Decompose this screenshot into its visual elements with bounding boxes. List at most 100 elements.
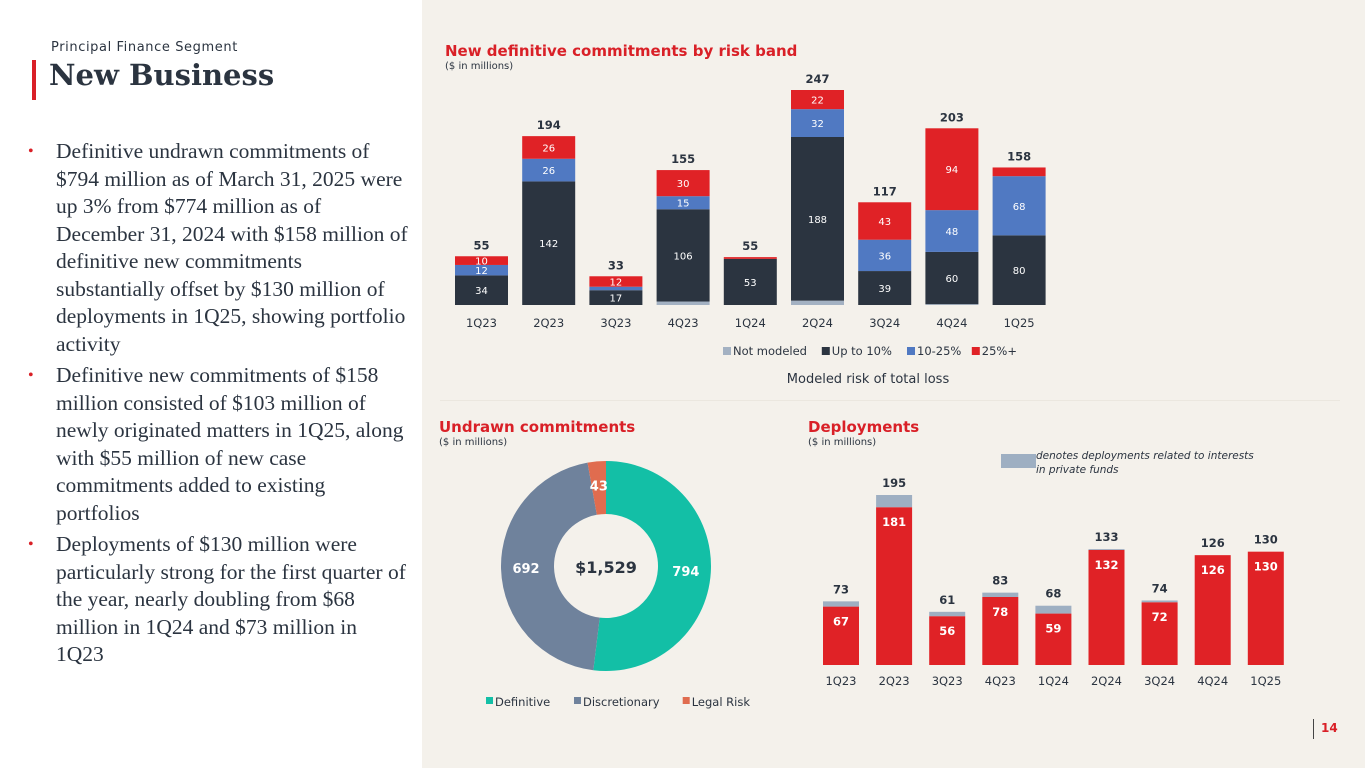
- bar-data-label: 17: [610, 294, 623, 305]
- bullet-item: • Definitive new commitments of $158 mill…: [28, 362, 408, 527]
- bar-data-label: 53: [744, 278, 757, 289]
- title-accent-bar: [32, 60, 36, 100]
- commitments-chart-title: New definitive commitments by risk band: [445, 42, 798, 60]
- bar-data-label: 142: [539, 239, 558, 250]
- legend-swatch: [907, 347, 915, 355]
- x-tick-label: 3Q23: [932, 674, 963, 688]
- x-tick-label: 1Q25: [1004, 316, 1035, 330]
- legend-label: Up to 10%: [832, 344, 892, 358]
- bar-segment-25-: [522, 136, 576, 159]
- bar-segment-25-: [791, 90, 844, 110]
- bar-data-label: 32: [811, 119, 824, 130]
- bar-total-label: 74: [1152, 581, 1168, 595]
- bar-segment-deployments: [1088, 549, 1125, 665]
- bar-data-label: 132: [1094, 558, 1118, 572]
- page-number-divider: [1313, 719, 1314, 739]
- bar-data-label: 94: [946, 165, 959, 176]
- bar-segment-10-25-: [455, 264, 508, 276]
- x-tick-label: 3Q23: [600, 316, 631, 330]
- bar-segment-up-to-10-: [455, 275, 508, 305]
- bullet-item: • Deployments of $130 million were partic…: [28, 531, 408, 669]
- page-number: 14: [1321, 721, 1338, 735]
- bar-total-label: 68: [1045, 587, 1061, 601]
- bar-total-label: 126: [1201, 536, 1225, 550]
- bar-segment-deployments: [876, 507, 913, 665]
- bar-segment-up-to-10-: [589, 290, 643, 305]
- bar-data-label: 130: [1254, 560, 1278, 574]
- bullet-text: Definitive undrawn commitments of $794 m…: [56, 139, 408, 356]
- x-tick-label: 4Q24: [936, 316, 967, 330]
- bar-segment-25-: [992, 167, 1046, 177]
- page-title: New Business: [49, 58, 275, 92]
- text-panel: Principal Finance Segment New Business •…: [0, 0, 422, 768]
- bar-data-label: 36: [878, 251, 891, 262]
- bar-data-label: 15: [677, 199, 690, 210]
- bar-segment-private-funds: [1141, 600, 1178, 603]
- donut-data-label: 692: [512, 562, 539, 577]
- bar-total-label: 117: [873, 184, 897, 198]
- bar-data-label: 22: [811, 96, 824, 107]
- bar-segment-10-25-: [858, 239, 912, 272]
- bar-data-label: 10: [475, 257, 488, 268]
- bar-data-label: 30: [677, 179, 690, 190]
- bar-total-label: 55: [742, 239, 758, 253]
- x-tick-label: 3Q24: [869, 316, 900, 330]
- bar-segment-not-modeled: [791, 300, 844, 305]
- legend-swatch: [723, 347, 731, 355]
- deployments-chart-subtitle: ($ in millions): [808, 437, 877, 448]
- x-tick-label: 1Q24: [735, 316, 766, 330]
- bar-segment-10-25-: [992, 176, 1046, 236]
- bar-segment-private-funds: [982, 592, 1019, 597]
- x-tick-label: 2Q24: [802, 316, 833, 330]
- bar-data-label: 78: [992, 605, 1008, 619]
- legend-label: Legal Risk: [692, 695, 751, 709]
- bar-segment-private-funds: [1035, 605, 1072, 614]
- bar-total-label: 33: [608, 258, 624, 272]
- bar-data-label: 126: [1201, 563, 1225, 577]
- legend-label: Definitive: [495, 695, 550, 709]
- bar-segment-deployments: [982, 597, 1019, 665]
- bar-segment-not-modeled: [656, 301, 710, 305]
- bar-total-label: 130: [1254, 533, 1278, 547]
- x-tick-label: 1Q23: [825, 674, 856, 688]
- bar-total-label: 55: [473, 238, 489, 252]
- bar-total-label: 155: [671, 152, 695, 166]
- bar-segment-up-to-10-: [656, 209, 710, 302]
- bar-segment-10-25-: [925, 210, 979, 252]
- bar-segment-25-: [925, 128, 979, 211]
- x-tick-label: 4Q23: [668, 316, 699, 330]
- x-tick-label: 2Q24: [1091, 674, 1122, 688]
- bar-segment-up-to-10-: [791, 137, 844, 301]
- bar-segment-10-25-: [589, 286, 643, 291]
- bar-segment-deployments: [1141, 602, 1178, 665]
- bar-data-label: 39: [878, 284, 891, 295]
- bar-total-label: 158: [1007, 149, 1031, 163]
- private-funds-legend-swatch: [1001, 454, 1036, 468]
- bar-segment-25-: [455, 256, 508, 265]
- bar-segment-up-to-10-: [925, 251, 979, 305]
- legend-label: 25%+: [982, 344, 1017, 358]
- legend-swatch: [821, 347, 830, 355]
- bar-total-label: 195: [882, 476, 906, 490]
- x-tick-label: 1Q25: [1250, 674, 1281, 688]
- legend-swatch: [574, 697, 581, 704]
- donut-data-label: 43: [590, 479, 608, 494]
- bar-data-label: 67: [833, 615, 849, 629]
- bar-segment-25-: [589, 276, 643, 287]
- bullet-icon: •: [28, 367, 34, 384]
- x-tick-label: 2Q23: [879, 674, 910, 688]
- bar-data-label: 26: [542, 143, 555, 154]
- bar-total-label: 247: [805, 72, 829, 86]
- bar-segment-private-funds: [929, 611, 966, 617]
- bar-data-label: 43: [878, 217, 891, 228]
- donut-data-label: 794: [672, 565, 699, 580]
- bar-data-label: 68: [1013, 202, 1026, 213]
- x-tick-label: 4Q24: [1197, 674, 1228, 688]
- bullet-icon: •: [28, 536, 34, 553]
- legend-label: 10-25%: [917, 344, 961, 358]
- bar-segment-10-25-: [522, 158, 576, 182]
- x-tick-label: 4Q23: [985, 674, 1016, 688]
- bar-data-label: 12: [475, 266, 488, 277]
- bar-segment-private-funds: [1088, 549, 1125, 550]
- bar-segment-25-: [656, 170, 710, 197]
